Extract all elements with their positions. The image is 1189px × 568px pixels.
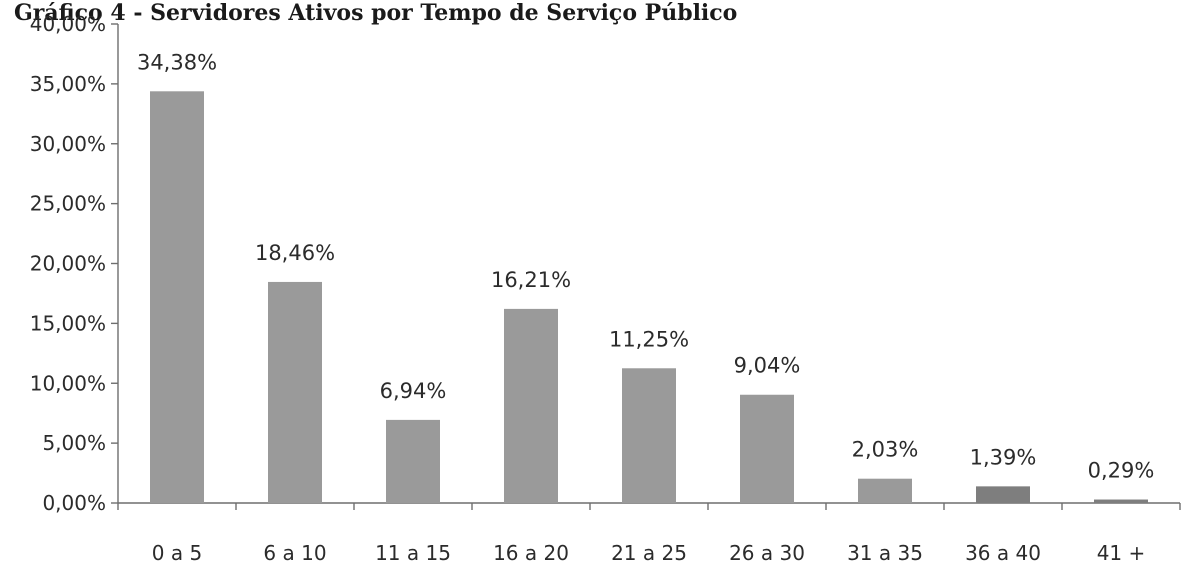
x-tick-label: 41 + — [1097, 541, 1146, 565]
x-tick-label: 36 a 40 — [965, 541, 1041, 565]
bar — [622, 368, 676, 503]
bar — [386, 419, 440, 503]
x-tick-label: 16 a 20 — [493, 541, 569, 565]
y-tick-label: 25,00% — [30, 192, 106, 216]
y-tick-label: 20,00% — [30, 252, 106, 276]
bar — [858, 478, 912, 503]
bar — [150, 91, 204, 503]
data-labels: 34,38% 18,46% 6,94% 16,21% 11,25% 9,04% 2,03% 1… — [137, 50, 1154, 482]
x-tick-label: 26 a 30 — [729, 541, 805, 565]
x-tick-label: 31 a 35 — [847, 541, 923, 565]
y-axis: 0,00% 5,00% 10,00% 15,00% 20,00% 25,00% 30,00%… — [30, 12, 119, 515]
y-tick-label: 35,00% — [30, 72, 106, 96]
data-label: 6,94% — [380, 379, 447, 403]
bars — [150, 91, 1148, 503]
data-label: 11,25% — [609, 327, 689, 351]
chart-title: Gráfico 4 - Servidores Ativos por Tempo … — [14, 0, 737, 26]
bar — [504, 308, 558, 503]
data-label: 16,21% — [491, 268, 571, 292]
x-tick-label: 0 a 5 — [152, 541, 202, 565]
data-label: 34,38% — [137, 50, 217, 74]
y-tick-label: 5,00% — [42, 431, 106, 455]
bar — [268, 281, 322, 503]
y-tick-label: 0,00% — [42, 491, 106, 515]
bar — [740, 394, 794, 503]
y-tick-label: 10,00% — [30, 371, 106, 395]
x-axis: 0 a 5 6 a 10 11 a 15 16 a 20 21 a 25 26 a 30 3… — [117, 502, 1181, 565]
data-label: 9,04% — [734, 354, 801, 378]
data-label: 1,39% — [970, 445, 1037, 469]
x-tick-label: 11 a 15 — [375, 541, 451, 565]
data-label: 18,46% — [255, 241, 335, 265]
y-tick-label: 40,00% — [30, 12, 106, 36]
x-tick-label: 6 a 10 — [263, 541, 326, 565]
data-label: 2,03% — [852, 438, 919, 462]
data-label: 0,29% — [1088, 459, 1155, 483]
y-tick-label: 30,00% — [30, 132, 106, 156]
x-tick-label: 21 a 25 — [611, 541, 687, 565]
y-tick-label: 15,00% — [30, 311, 106, 335]
bar — [1094, 499, 1148, 503]
bar — [976, 486, 1030, 503]
